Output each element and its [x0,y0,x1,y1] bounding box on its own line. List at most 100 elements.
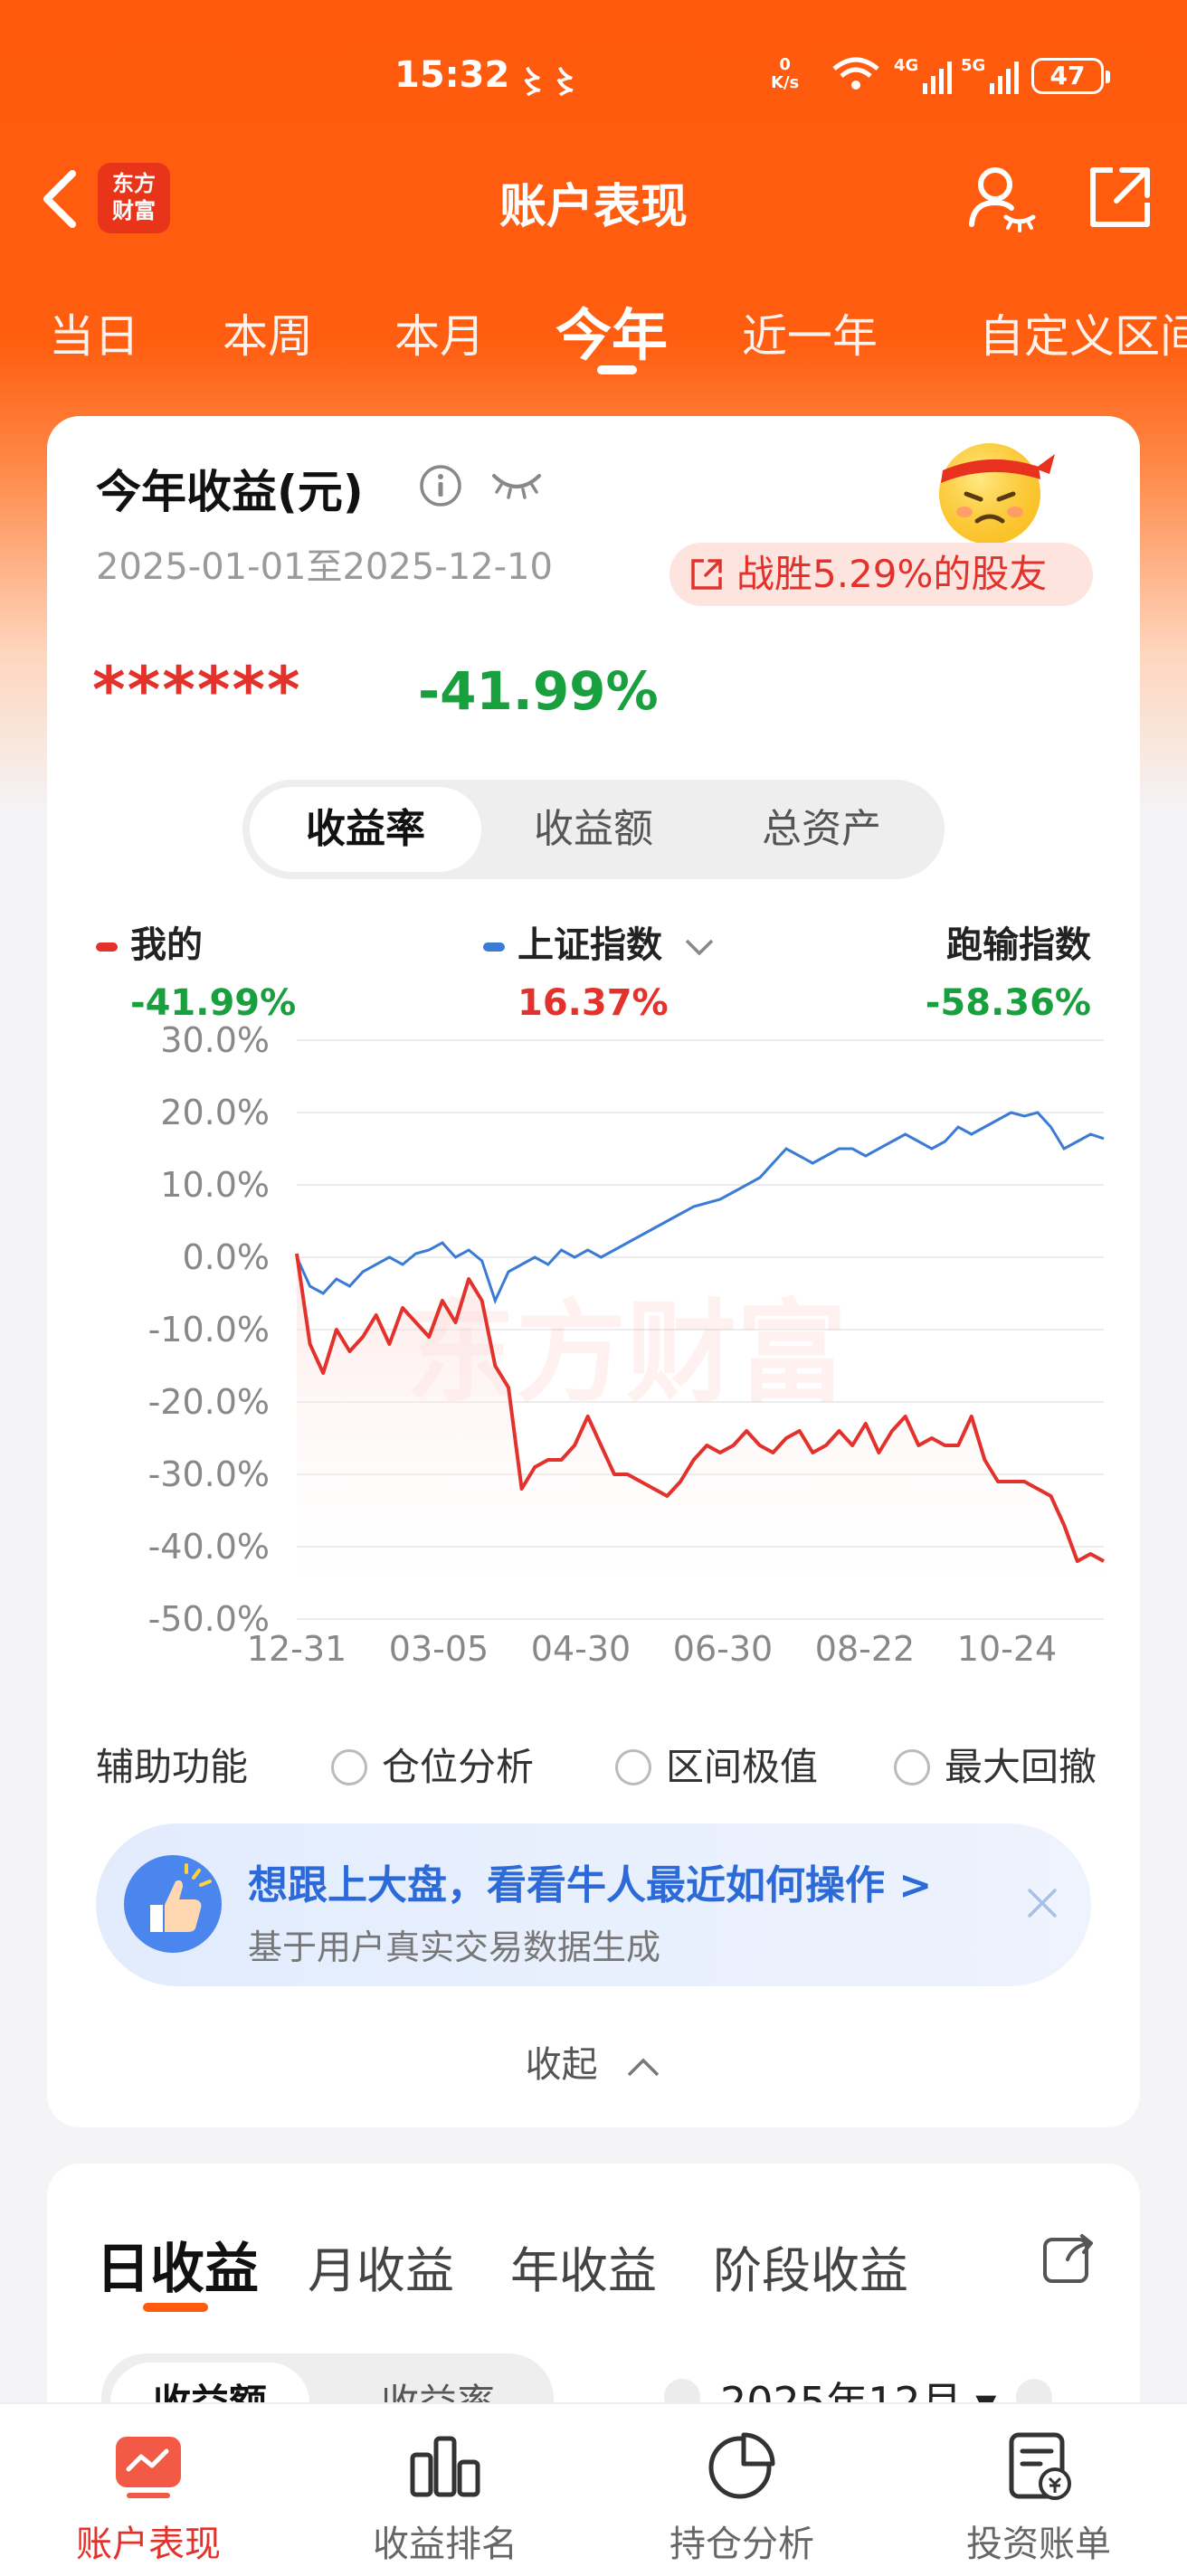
net-speed-unit: K/s [771,73,800,92]
performance-icon [116,2437,181,2498]
legend-dot-blue [483,942,505,952]
metric-tab-rate[interactable]: 收益率 [250,787,481,872]
status-time: 15:32 [394,54,510,96]
tab-today[interactable]: 当日 [49,310,139,363]
tab-underline [597,365,637,374]
beat-text: 战胜5.29%的股友 [736,552,1048,596]
tab-custom-range[interactable]: 自定义区间 [979,310,1187,363]
index-series-line [295,1111,1105,1305]
nav-bar: 东方 财富 账户表现 [0,145,1187,253]
legend-index-label: 上证指数 [518,924,662,966]
y-tick-label: -50.0% [148,1599,270,1639]
promo-banner[interactable]: 想跟上大盘，看看牛人最近如何操作 > 基于用户真实交易数据生成 [96,1823,1091,1986]
tabbar-holdings[interactable]: 持仓分析 [594,2404,890,2576]
x-tick-label: 03-05 [389,1629,489,1669]
x-axis-labels: 12-31 03-05 04-30 06-30 08-22 10-24 [247,1629,1057,1669]
tab-yearly-earnings[interactable]: 年收益 [510,2242,657,2299]
tab-daily-earnings[interactable]: 日收益 [96,2238,259,2301]
page-title: 账户表现 [499,180,688,234]
y-axis-labels: 30.0% 20.0% 10.0% 0.0% -10.0% -20.0% -30.0% -40… [148,1022,270,1639]
metric-tab-amount[interactable]: 收益额 [534,806,653,852]
radio-icon [331,1749,367,1785]
user-privacy-icon[interactable] [964,161,1037,233]
y-tick-label: 30.0% [160,1022,270,1060]
legend-mine: 我的 -41.99% [96,915,296,1024]
tabbar-bill[interactable]: 投资账单 [890,2404,1187,2576]
tab-monthly-earnings[interactable]: 月收益 [308,2242,454,2299]
legend-lag: 跑输指数 -58.36% [896,915,1091,1024]
aux-position-analysis[interactable]: 仓位分析 [331,1737,534,1792]
y-tick-label: 20.0% [160,1093,270,1132]
tab-week[interactable]: 本周 [223,310,313,363]
bill-icon [1009,2432,1071,2500]
signal-icon [923,62,952,94]
pie-icon [708,2432,775,2499]
back-icon[interactable] [36,166,87,232]
chevron-down-icon [685,939,714,956]
signal-icon [990,62,1019,94]
logo-line-2: 财富 [112,198,156,223]
status-bar: 15:32 〻〻 0 K/s 4G 5G 47 [0,0,1187,136]
share-icon[interactable] [1040,2229,1097,2285]
metric-segmented-control: 收益率 收益额 总资产 [242,780,945,879]
mascot-emoji-icon [939,443,1055,545]
promo-subtitle: 基于用户真实交易数据生成 [248,1927,661,1967]
tab-underline [143,2303,208,2312]
chevron-up-icon [628,2058,660,2077]
eye-closed-icon[interactable] [489,467,545,503]
y-tick-label: -30.0% [148,1454,270,1494]
mine-area [297,1254,1104,1619]
notification-icon: 〻〻 [518,65,583,101]
y-tick-label: 0.0% [182,1237,270,1277]
x-tick-label: 04-30 [531,1629,631,1669]
logo-line-1: 东方 [112,171,156,196]
card-title: 今年收益(元) [96,466,364,518]
return-chart[interactable]: 30.0% 20.0% 10.0% 0.0% -10.0% -20.0% -30.0% -40… [83,1022,1115,1673]
share-small-icon [691,559,722,590]
info-icon[interactable] [418,463,463,508]
net-speed: 0 K/s [771,56,799,92]
radio-icon [615,1749,651,1785]
aux-option-label: 区间极值 [666,1745,819,1789]
performance-card: 今年收益(元) 2025-01-01至2025-12-10 战胜5.29%的股友… [47,416,1140,2127]
beat-peers-badge[interactable]: 战胜5.29%的股友 [669,543,1093,606]
y-tick-label: -20.0% [148,1382,270,1422]
x-tick-label: 06-30 [673,1629,773,1669]
aux-max-drawdown[interactable]: 最大回撤 [894,1737,1097,1792]
legend-lag-label: 跑输指数 [946,924,1091,966]
radio-icon [894,1749,930,1785]
y-tick-label: -40.0% [148,1527,270,1567]
tab-stage-earnings[interactable]: 阶段收益 [713,2242,908,2299]
date-range: 2025-01-01至2025-12-10 [96,546,553,588]
legend-mine-value: -41.99% [130,982,297,1024]
metric-tab-assets[interactable]: 总资产 [762,806,881,852]
ranking-icon [410,2436,480,2497]
tab-month[interactable]: 本月 [394,310,485,363]
close-icon[interactable] [1022,1883,1062,1923]
tabbar-performance[interactable]: 账户表现 [0,2404,297,2576]
promo-title: 想跟上大盘，看看牛人最近如何操作 > [248,1862,933,1908]
aux-range-extremes[interactable]: 区间极值 [615,1737,818,1792]
battery-indicator: 47 [1031,58,1110,94]
tabbar-ranking[interactable]: 收益排名 [297,2404,594,2576]
tabbar-label: 持仓分析 [669,2524,814,2565]
tabbar-label: 投资账单 [966,2524,1111,2565]
signal-4g-label: 4G [894,56,919,75]
share-icon[interactable] [1082,161,1154,233]
return-percentage: -41.99% [418,660,659,722]
aux-option-label: 最大回撤 [945,1745,1097,1789]
aux-label: 辅助功能 [96,1745,249,1789]
collapse-button[interactable]: 收起 [47,2035,1140,2088]
aux-functions: 辅助功能 仓位分析 区间极值 最大回撤 [96,1737,1118,1791]
bottom-tab-bar: 账户表现 收益排名 持仓分析 投资账单 [0,2402,1187,2576]
legend-mine-label: 我的 [130,924,203,966]
tab-this-year[interactable]: 今年 [556,302,669,368]
x-tick-label: 08-22 [815,1629,915,1669]
x-tick-label: 10-24 [957,1629,1057,1669]
y-tick-label: 10.0% [160,1165,270,1205]
thumbs-up-icon [124,1855,222,1953]
y-tick-label: -10.0% [148,1310,270,1350]
legend-index[interactable]: 上证指数 16.37% [483,915,715,1024]
tab-past-year[interactable]: 近一年 [742,310,878,363]
masked-amount: ****** [92,653,302,727]
